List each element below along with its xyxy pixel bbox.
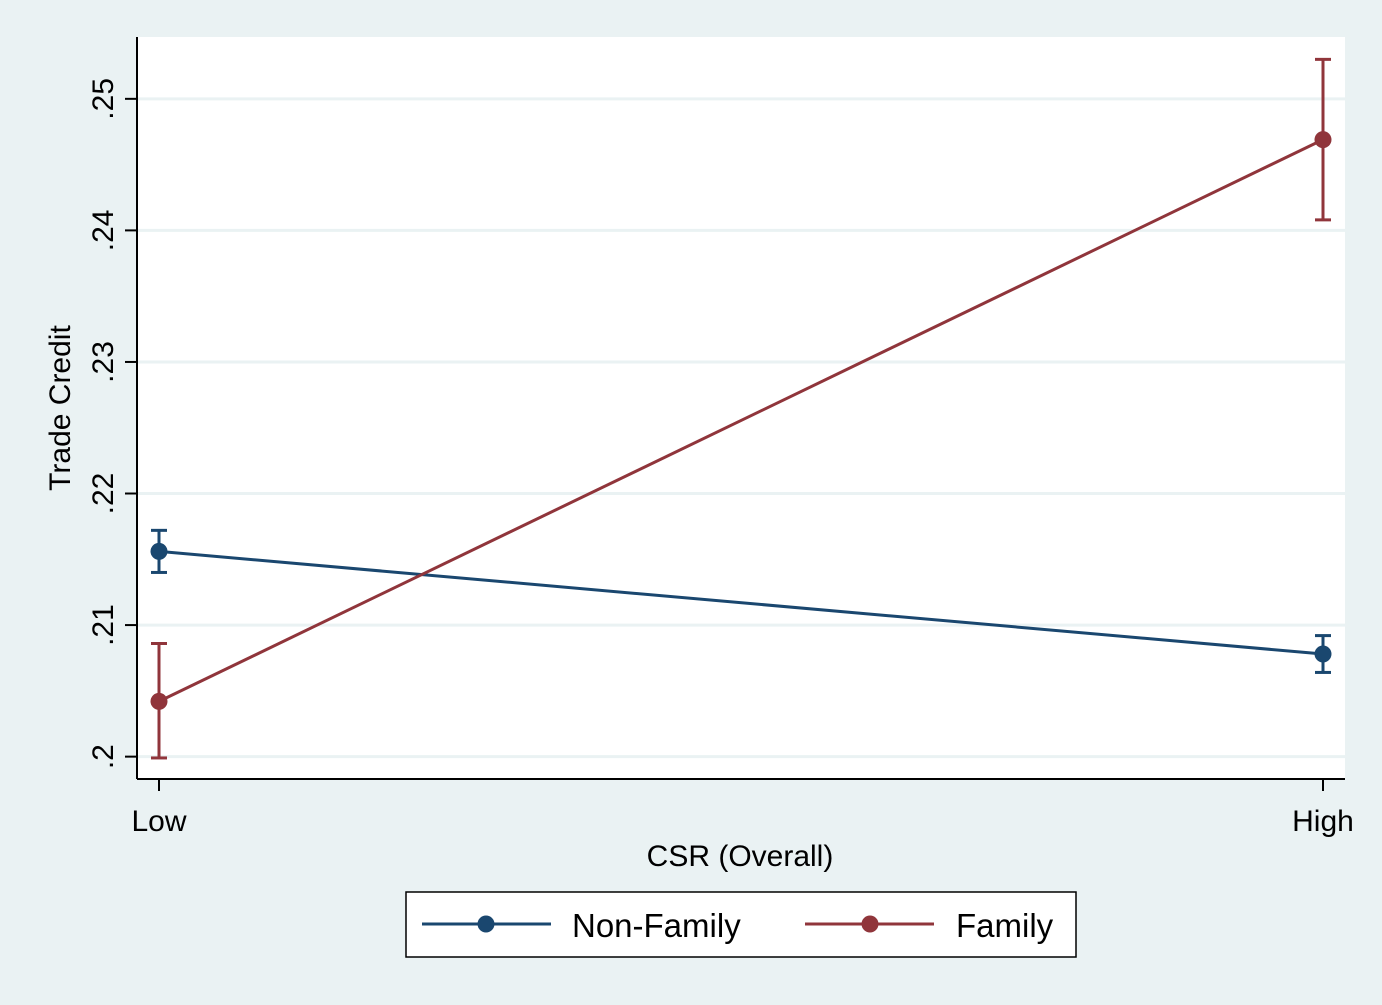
axes	[136, 37, 1345, 780]
y-tick-label: .24	[87, 210, 120, 252]
series-line-non-family	[158, 549, 1324, 656]
legend-item-non-family: Non-Family	[422, 907, 741, 944]
data-point	[1314, 645, 1332, 663]
legend-item-family: Family	[805, 907, 1054, 944]
y-tick-label: .22	[87, 473, 120, 515]
x-axis-title: CSR (Overall)	[647, 840, 834, 873]
legend-label-non-family: Non-Family	[572, 907, 741, 944]
legend: Non-Family Family	[405, 891, 1077, 958]
legend-label-family: Family	[956, 907, 1054, 944]
legend-marker-family	[861, 915, 879, 933]
y-tick-label: .21	[87, 604, 120, 646]
data-point	[150, 542, 168, 560]
series-family	[150, 57, 1332, 760]
series-line-family	[158, 138, 1324, 703]
grid-lines	[137, 97, 1345, 759]
y-ticks: .2 .21 .22 .23 .24 .25	[87, 78, 137, 769]
y-axis-title: Trade Credit	[44, 325, 77, 491]
series-layer	[150, 57, 1332, 760]
legend-marker-non-family	[477, 915, 495, 933]
series-non-family	[150, 528, 1332, 674]
y-tick-label: .2	[87, 744, 120, 769]
x-tick-label: High	[1292, 805, 1354, 838]
data-point	[1314, 131, 1332, 149]
y-tick-label: .23	[87, 341, 120, 383]
x-ticks: Low High	[131, 779, 1354, 838]
x-tick-label: Low	[131, 805, 186, 838]
y-tick-label: .25	[87, 78, 120, 120]
plot-background	[137, 37, 1345, 779]
data-point	[150, 692, 168, 710]
